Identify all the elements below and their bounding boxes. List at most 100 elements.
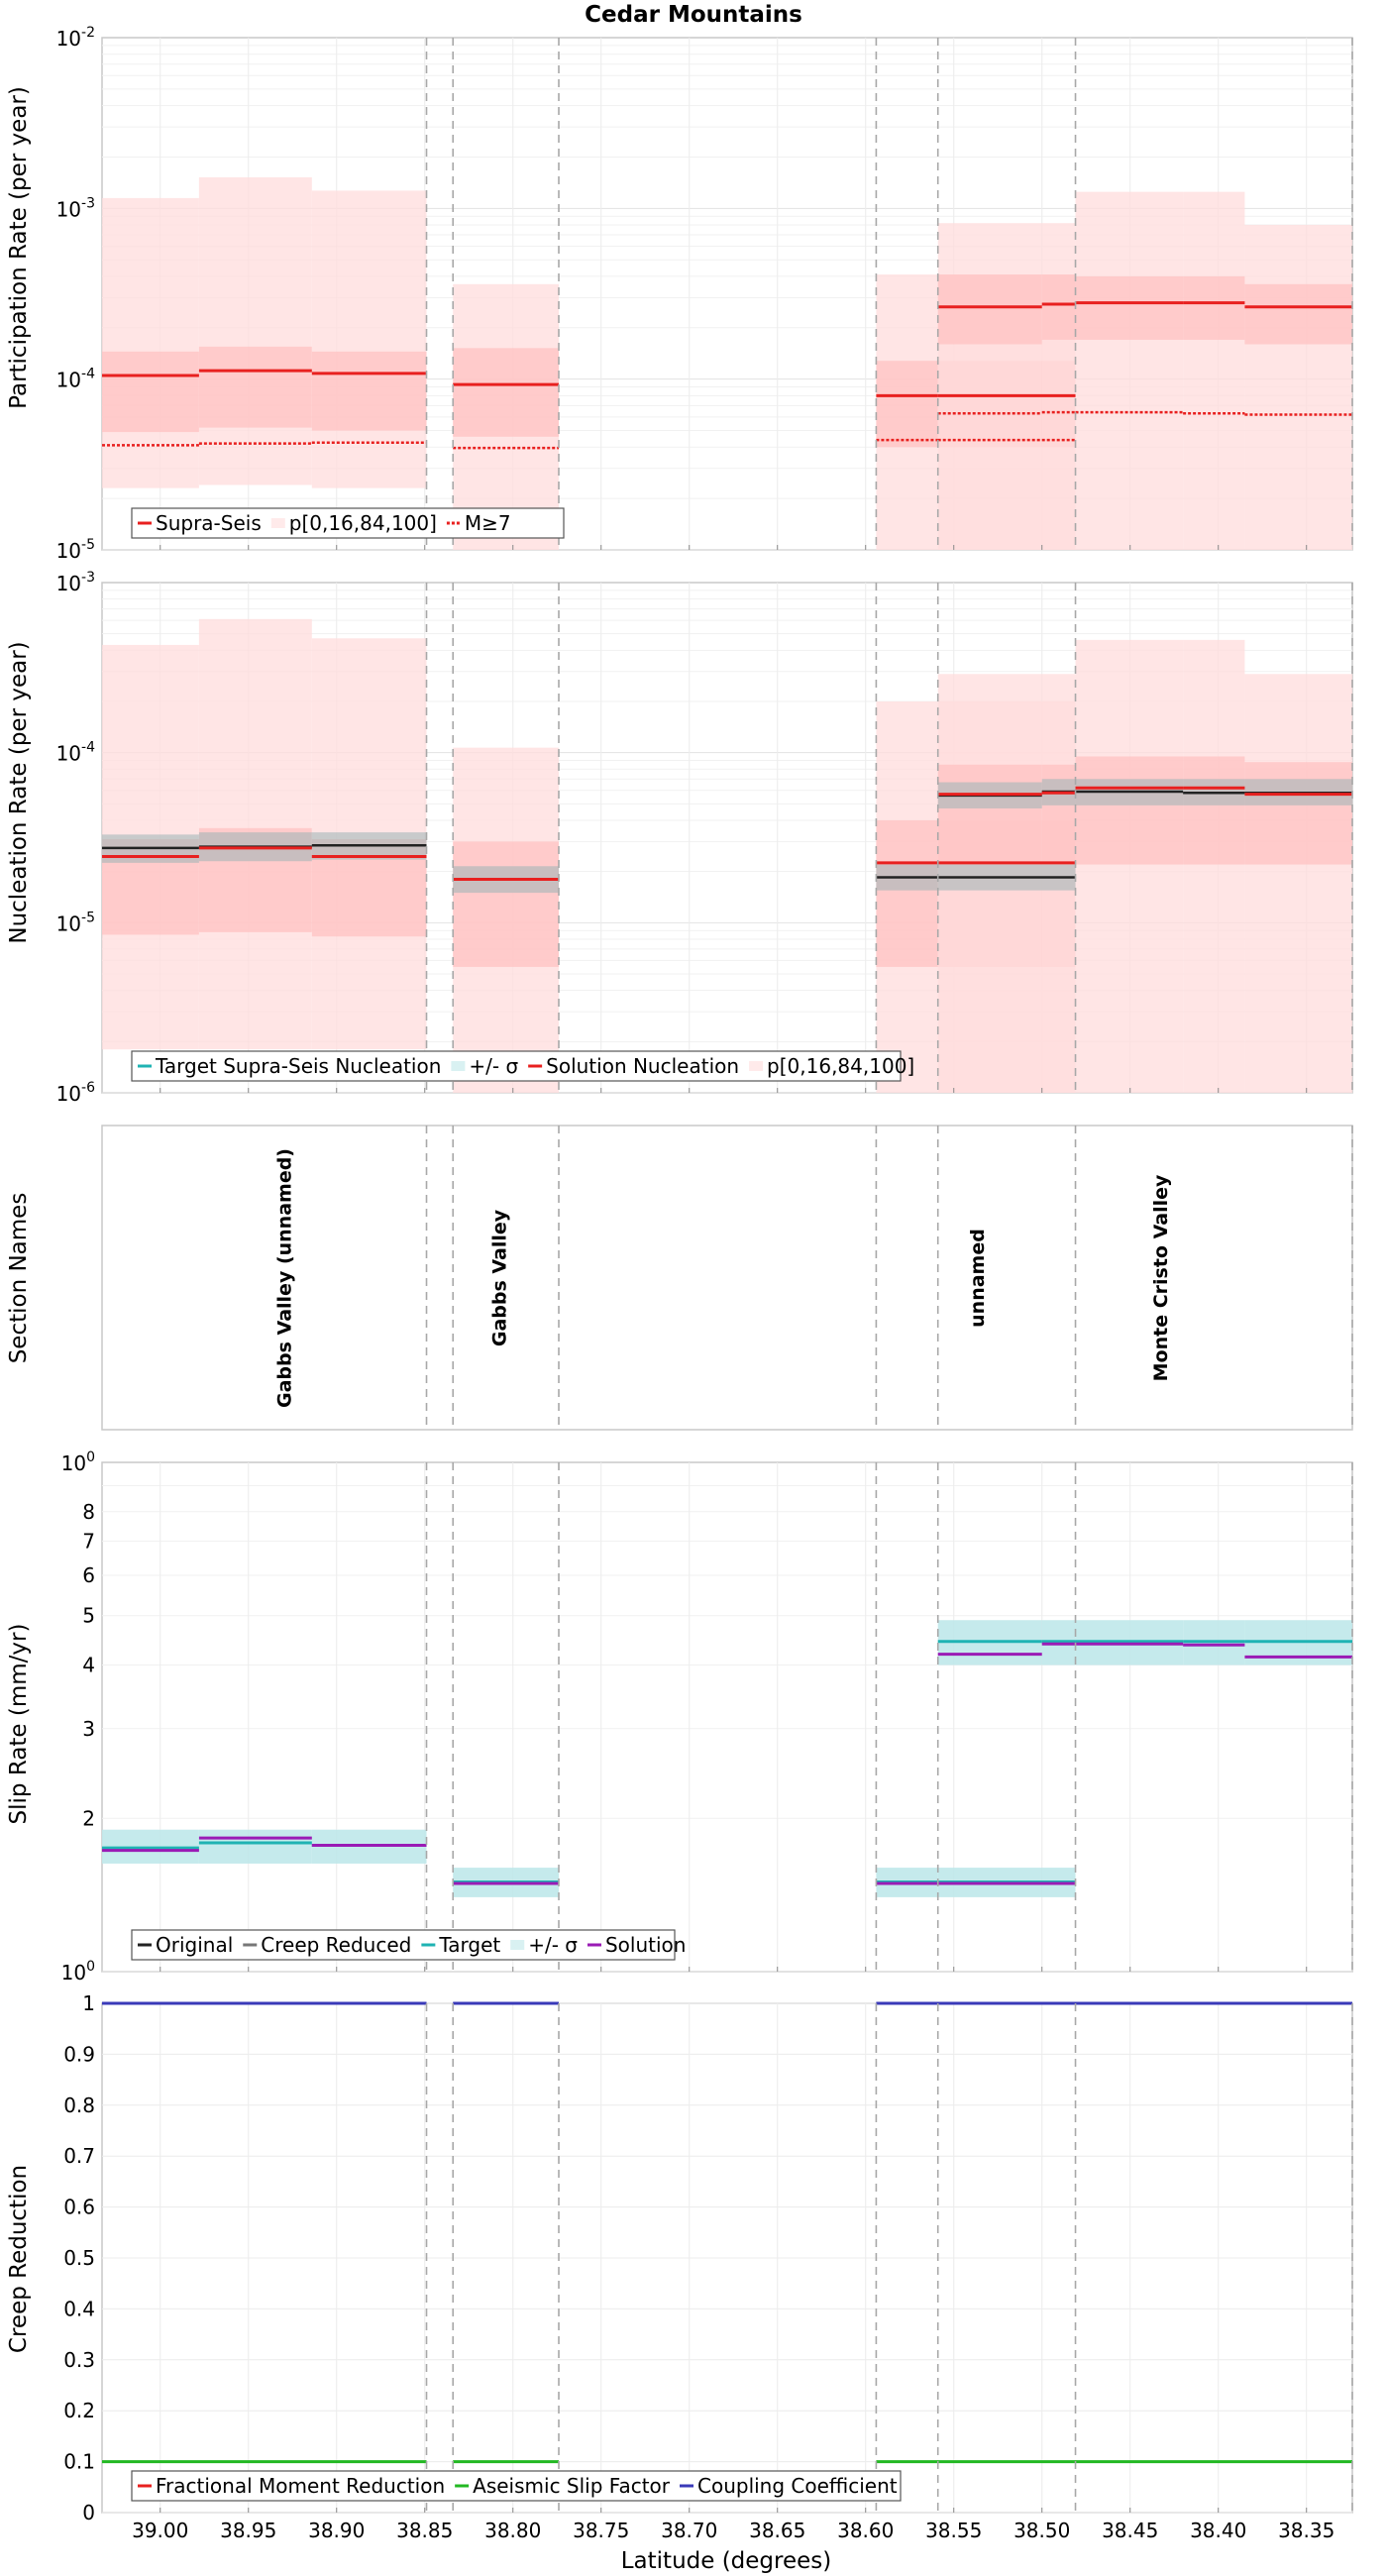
legend-label: p[0,16,84,100] — [767, 1054, 914, 1078]
nucleation-p0-100-band — [1244, 674, 1352, 1093]
legend-swatch — [749, 1061, 764, 1071]
creep-y-tick-label: 0.3 — [63, 2348, 95, 2372]
slip-rate-y-label: Slip Rate (mm/yr) — [6, 1624, 32, 1825]
nucleation-p16-84-band — [453, 841, 560, 967]
creep-y-tick-label: 1 — [82, 1991, 95, 2015]
section-names-plot-area — [101, 1125, 1353, 1431]
participation-y-tick-label: 10-4 — [56, 367, 96, 392]
section-name-label: unnamed — [967, 1229, 989, 1328]
slip-y-tick-label: 100 — [61, 1449, 95, 1475]
legend-label: Supra-Seis — [156, 511, 262, 535]
section-name-label: Gabbs Valley (unnamed) — [273, 1148, 295, 1408]
x-tick-label: 38.45 — [1102, 2519, 1158, 2542]
section-names-panel: Section Names Gabbs Valley (unnamed) Gabbs… — [6, 1125, 1353, 1431]
nucleation-panel: 10-6 10-5 10-4 10-3 Nucleation Rate (per yea… — [6, 570, 1353, 1106]
creep-y-tick-label: 0.6 — [63, 2196, 95, 2219]
creep-y-tick-label: 0.2 — [63, 2399, 95, 2422]
creep-y-tick-label: 0.9 — [63, 2042, 95, 2066]
participation-p16-84-band — [876, 361, 938, 448]
legend-swatch — [510, 1940, 525, 1950]
creep-y-tick-label: 0.7 — [63, 2144, 95, 2168]
participation-p16-84-band — [102, 351, 199, 433]
nucleation-p16-84-band — [1075, 756, 1184, 865]
participation-p0-100-band — [1075, 191, 1184, 550]
legend-label: Solution Nucleation — [546, 1054, 739, 1078]
section-name-label: Gabbs Valley — [488, 1209, 510, 1346]
x-tick-label: 38.80 — [484, 2519, 541, 2542]
x-tick-label: 38.95 — [220, 2519, 276, 2542]
slip-y-tick-label: 3 — [82, 1717, 95, 1741]
x-tick-label: 38.70 — [661, 2519, 717, 2542]
creep-y-label: Creep Reduction — [6, 2165, 32, 2353]
figure-title: Cedar Mountains — [585, 2, 802, 28]
legend-label: Creep Reduced — [261, 1933, 411, 1957]
slip-y-tick-label: 2 — [82, 1806, 95, 1830]
x-tick-label: 39.00 — [132, 2519, 188, 2542]
legend-box — [131, 507, 565, 539]
slip-sigma-band — [198, 1829, 312, 1864]
x-tick-label: 38.65 — [749, 2519, 805, 2542]
section-name-label: Monte Cristo Valley — [1150, 1174, 1172, 1381]
participation-p0-100-band — [198, 176, 312, 485]
x-axis-label: Latitude (degrees) — [621, 2548, 832, 2574]
legend-label: Fractional Moment Reduction — [156, 2474, 445, 2498]
creep-y-tick-label: 0.4 — [63, 2297, 95, 2320]
legend-swatch — [270, 518, 285, 528]
legend-label: Solution — [605, 1933, 686, 1957]
participation-p0-100-band — [1183, 191, 1245, 550]
x-tick-label: 38.90 — [308, 2519, 365, 2542]
x-tick-label: 38.50 — [1014, 2519, 1070, 2542]
legend-label: p[0,16,84,100] — [289, 511, 437, 535]
x-tick-label: 38.40 — [1190, 2519, 1246, 2542]
slip-y-tick-label: 6 — [82, 1563, 95, 1587]
nucleation-p0-100-band — [1183, 639, 1245, 1093]
nucleation-y-tick-label: 10-4 — [56, 740, 96, 766]
nucleation-y-label: Nucleation Rate (per year) — [6, 641, 32, 943]
legend-box — [131, 1929, 676, 1961]
nucleation-y-tick-label: 10-5 — [56, 910, 95, 935]
slip-y-tick-label: 7 — [82, 1530, 95, 1554]
creep-y-tick-label: 0.1 — [63, 2450, 95, 2474]
slip-y-tick-label: 100 — [61, 1959, 95, 1985]
legend-label: Original — [156, 1933, 233, 1957]
legend-label: Target Supra-Seis Nucleation — [155, 1054, 441, 1078]
nucleation-p0-100-band — [1075, 639, 1184, 1093]
nucleation-p16-84-band — [937, 764, 1042, 865]
nucleation-y-tick-label: 10-3 — [56, 570, 95, 595]
participation-p16-84-band — [453, 348, 560, 437]
nucleation-y-tick-label: 10-6 — [56, 1080, 96, 1106]
x-tick-label: 38.85 — [396, 2519, 453, 2542]
participation-p16-84-band — [1041, 274, 1076, 340]
participation-y-tick-label: 10-2 — [56, 25, 95, 51]
participation-p0-100-band — [311, 190, 427, 488]
participation-y-label: Participation Rate (per year) — [6, 86, 32, 409]
participation-p16-84-band — [1183, 275, 1245, 340]
legend-label: M≥7 — [465, 511, 511, 535]
legend-label: +/- σ — [528, 1933, 578, 1957]
creep-panel: 0 0.1 0.2 0.3 0.4 0.5 0.6 0.7 0.8 0.9 1 Creep Reduc… — [6, 1991, 1353, 2542]
nucleation-p16-84-band — [1244, 762, 1352, 865]
participation-p16-84-band — [311, 351, 427, 431]
participation-p16-84-band — [1075, 275, 1184, 340]
participation-p0-100-band — [937, 223, 1042, 550]
slip-rate-panel: 2 3 4 5 6 7 8 100 100 Slip Rate (mm/yr) Original Cr… — [6, 1449, 1353, 1985]
legend-label: Aseismic Slip Factor — [473, 2474, 671, 2498]
participation-y-tick-label: 10-3 — [56, 195, 95, 221]
slip-y-tick-label: 4 — [82, 1654, 95, 1677]
creep-y-tick-label: 0.8 — [63, 2093, 95, 2117]
participation-p0-100-band — [1244, 225, 1352, 550]
nucleation-p16-84-band — [876, 819, 938, 967]
creep-y-tick-label: 0.5 — [63, 2246, 95, 2270]
creep-y-tick-label: 0 — [82, 2501, 95, 2524]
legend-label: +/- σ — [469, 1054, 518, 1078]
participation-y-tick-label: 10-5 — [56, 537, 95, 563]
x-tick-label: 38.75 — [573, 2519, 629, 2542]
nucleation-p16-84-band — [1183, 756, 1245, 865]
legend-label: Target — [438, 1933, 500, 1957]
slip-y-tick-label: 8 — [82, 1500, 95, 1524]
participation-p16-84-band — [1244, 283, 1352, 345]
section-names-y-label: Section Names — [6, 1193, 32, 1364]
x-tick-label: 38.60 — [837, 2519, 894, 2542]
legend-box — [131, 2470, 902, 2502]
